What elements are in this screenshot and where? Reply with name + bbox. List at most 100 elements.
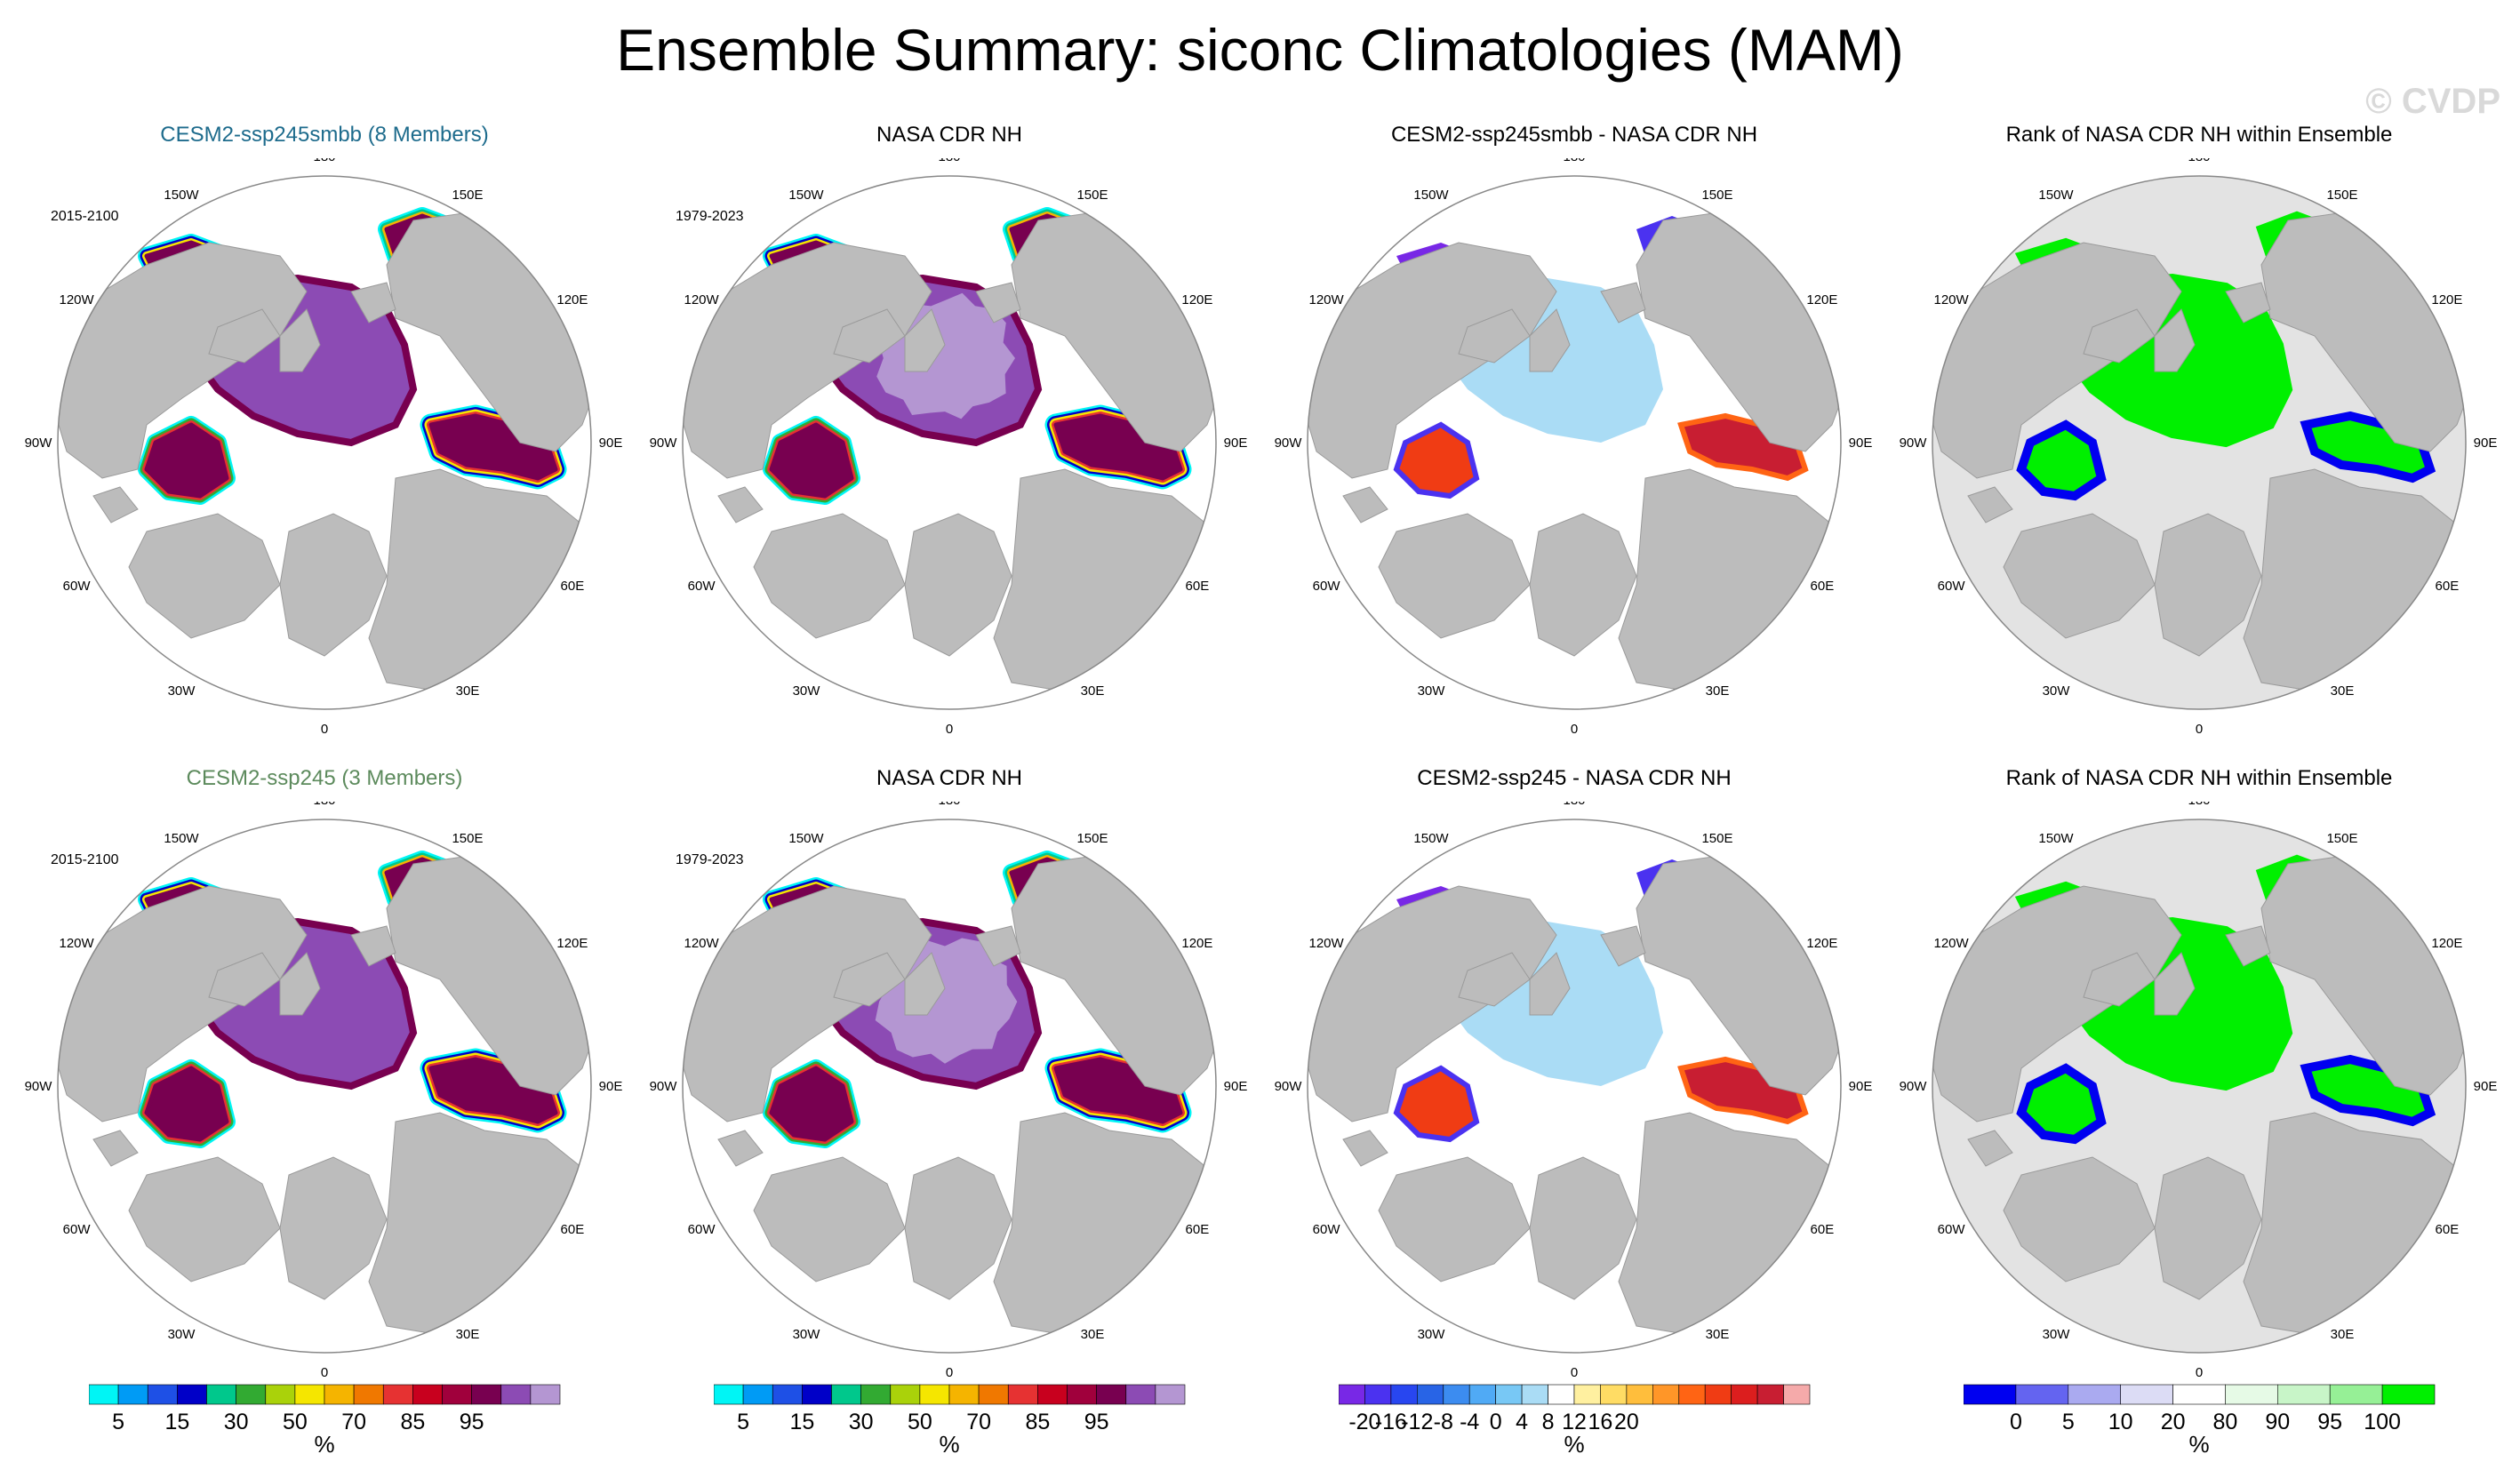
longitude-label: 0 bbox=[946, 1365, 953, 1380]
colorbar-tick-label: 90 bbox=[2265, 1410, 2290, 1434]
land-mass bbox=[92, 486, 139, 523]
land-mass bbox=[975, 282, 1021, 324]
land-mass bbox=[1458, 308, 1531, 364]
longitude-label: 60E bbox=[2436, 579, 2460, 594]
period-label: 1979-2023 bbox=[676, 209, 744, 224]
colorbar-box bbox=[948, 1384, 980, 1405]
land-mass bbox=[128, 1156, 281, 1282]
longitude-label: 60E bbox=[561, 579, 585, 594]
colorbar-box bbox=[713, 1384, 744, 1405]
colorbar-box bbox=[1573, 1384, 1601, 1405]
land-mass bbox=[1378, 1156, 1531, 1282]
colorbar-box bbox=[1390, 1384, 1418, 1405]
colorbar-rank: 0 5 10 20 80 90 95 100% bbox=[1963, 1383, 2444, 1458]
longitude-label: 90W bbox=[25, 435, 53, 451]
colorbar-box bbox=[1756, 1384, 1784, 1405]
colorbar-box bbox=[2276, 1384, 2331, 1405]
land-mass bbox=[683, 242, 932, 479]
longitude-label: 120W bbox=[684, 936, 720, 951]
longitude-label: 30W bbox=[1418, 1327, 1446, 1342]
land-mass bbox=[2154, 308, 2196, 372]
colorbar-tick-label: -12 bbox=[1401, 1410, 1433, 1434]
colorbar-difference: -20 -16 -12 -8 -4 0 4 8 12 16 20% bbox=[1338, 1383, 1819, 1458]
rank-region bbox=[2016, 419, 2107, 501]
longitude-label: 90W bbox=[1900, 1079, 1928, 1094]
colorbar-tick-label: -20 bbox=[1348, 1410, 1380, 1434]
land-mass bbox=[904, 1156, 1012, 1300]
longitude-label: 0 bbox=[2196, 1365, 2203, 1380]
longitude-label: 0 bbox=[2196, 722, 2203, 737]
panel-title: CESM2-ssp245 - NASA CDR NH bbox=[1417, 766, 1732, 790]
land-mass bbox=[1529, 308, 1571, 372]
colorbar-tick-label: 100 bbox=[2364, 1410, 2401, 1434]
land-mass bbox=[717, 1130, 764, 1167]
polar-map: 180 150E 120E 90E 60E 30E 0 30W 60W 90W 120W 150W 20… bbox=[25, 802, 623, 1380]
longitude-label: 90W bbox=[1900, 435, 1928, 451]
longitude-label: 180 bbox=[938, 802, 960, 808]
longitude-label: 120W bbox=[1309, 936, 1345, 951]
land-mass bbox=[1378, 513, 1531, 639]
land-mass bbox=[279, 308, 321, 372]
colorbar-tick-label: 70 bbox=[341, 1410, 366, 1434]
longitude-label: 90W bbox=[650, 1079, 678, 1094]
colorbar-box bbox=[1783, 1384, 1811, 1405]
land-mass bbox=[1967, 1130, 2013, 1167]
colorbar-box bbox=[1037, 1384, 1068, 1405]
colorbar-tick-label: 20 bbox=[1614, 1410, 1639, 1434]
longitude-label: 120E bbox=[1181, 292, 1212, 308]
longitude-label: 120W bbox=[60, 292, 95, 308]
panel-model-ssp245: CESM2-ssp245 (3 Members) 180 150E 120E 90E 6… bbox=[13, 766, 636, 1424]
map-boundary bbox=[57, 175, 592, 710]
longitude-label: 150W bbox=[788, 188, 824, 203]
colorbar-box bbox=[117, 1384, 148, 1405]
colorbar-tick-label: 95 bbox=[2317, 1410, 2342, 1434]
colorbar-box bbox=[2068, 1384, 2122, 1405]
colorbar-box bbox=[2329, 1384, 2383, 1405]
land-mass bbox=[1342, 1130, 1388, 1167]
panel-obs-nasa-cdr-1: NASA CDR NH 180 150E 120E 90E 60E 30E 0 30W 60W 9… bbox=[638, 123, 1260, 780]
colorbar-box bbox=[1600, 1384, 1628, 1405]
longitude-label: 30W bbox=[1418, 683, 1446, 699]
colorbar-box bbox=[294, 1384, 325, 1405]
longitude-label: 150E bbox=[2326, 831, 2357, 846]
longitude-label: 120E bbox=[556, 936, 588, 951]
colorbar-unit: % bbox=[314, 1431, 335, 1458]
longitude-label: 120W bbox=[60, 936, 95, 951]
longitude-label: 120E bbox=[1806, 292, 1837, 308]
longitude-label: 30W bbox=[793, 1327, 821, 1342]
panel-title: CESM2-ssp245smbb - NASA CDR NH bbox=[1390, 123, 1758, 147]
land-mass bbox=[279, 1156, 388, 1300]
colorbar-box bbox=[890, 1384, 921, 1405]
period-label: 2015-2100 bbox=[51, 209, 119, 224]
colorbar-tick-label: 0 bbox=[1490, 1410, 1502, 1434]
longitude-label: 60W bbox=[1313, 579, 1341, 594]
panel-title: Rank of NASA CDR NH within Ensemble bbox=[2005, 766, 2393, 790]
longitude-label: 150E bbox=[1076, 188, 1108, 203]
longitude-label: 60E bbox=[561, 1222, 585, 1237]
land-mass bbox=[904, 952, 946, 1016]
land-mass bbox=[2083, 308, 2156, 364]
colorbar-tick-label: 30 bbox=[224, 1410, 249, 1434]
longitude-label: 0 bbox=[321, 1365, 328, 1380]
longitude-label: 90E bbox=[2474, 1079, 2498, 1094]
map-boundary bbox=[682, 175, 1217, 710]
longitude-label: 90E bbox=[2474, 435, 2498, 451]
longitude-label: 180 bbox=[938, 158, 960, 164]
land-mass bbox=[1967, 486, 2013, 523]
colorbar-unit: % bbox=[939, 1431, 960, 1458]
colorbar-box bbox=[1548, 1384, 1575, 1405]
longitude-label: 60W bbox=[1938, 579, 1966, 594]
colorbar-box bbox=[772, 1384, 803, 1405]
colorbar-box bbox=[442, 1384, 472, 1405]
ice-band bbox=[144, 1066, 229, 1142]
land-mass bbox=[1600, 925, 1646, 967]
ice-band bbox=[144, 422, 229, 499]
colorbar-box bbox=[1626, 1384, 1653, 1405]
longitude-label: 0 bbox=[1571, 1365, 1578, 1380]
longitude-label: 150E bbox=[452, 831, 483, 846]
colorbar-tick-label: 50 bbox=[283, 1410, 308, 1434]
land-mass bbox=[1529, 1156, 1637, 1300]
land-mass bbox=[58, 242, 308, 479]
colorbar-tick-label: 85 bbox=[1025, 1410, 1050, 1434]
longitude-label: 90E bbox=[1849, 435, 1873, 451]
